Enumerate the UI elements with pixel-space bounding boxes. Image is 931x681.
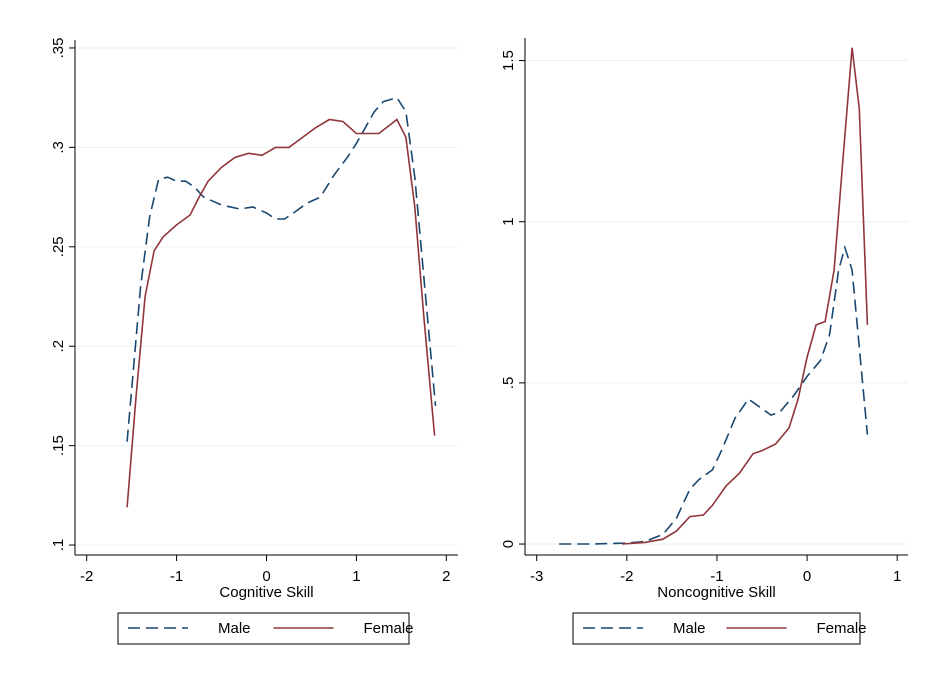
legend-label: Female [364,620,414,637]
y-tick-label: 0 [500,540,517,548]
y-tick-label: .5 [500,377,517,390]
x-tick-label: -2 [620,568,633,585]
x-tick-label: 1 [893,568,901,585]
x-tick-label: -2 [80,568,93,585]
y-tick-label: .35 [50,38,67,59]
x-tick-label: -1 [170,568,183,585]
x-tick-label: 0 [803,568,811,585]
y-tick-label: 1.5 [500,50,517,71]
y-tick-label: .25 [50,236,67,257]
legend-label: Male [673,620,706,637]
x-axis-title: Noncognitive Skill [657,584,775,601]
y-tick-label: 1 [500,218,517,226]
x-tick-label: 2 [442,568,450,585]
x-tick-label: 0 [262,568,270,585]
data-line [559,244,869,545]
y-tick-label: .3 [50,141,67,154]
data-line [126,96,437,442]
data-line [126,118,436,508]
x-axis-title: Cognitive Skill [219,584,313,601]
x-tick-label: 1 [352,568,360,585]
y-tick-label: .1 [50,539,67,552]
x-tick-label: -3 [530,568,543,585]
y-tick-label: .2 [50,340,67,353]
data-line [622,47,869,545]
x-tick-label: -1 [710,568,723,585]
legend-label: Male [218,620,251,637]
legend-label: Female [817,620,867,637]
y-tick-label: .15 [50,435,67,456]
